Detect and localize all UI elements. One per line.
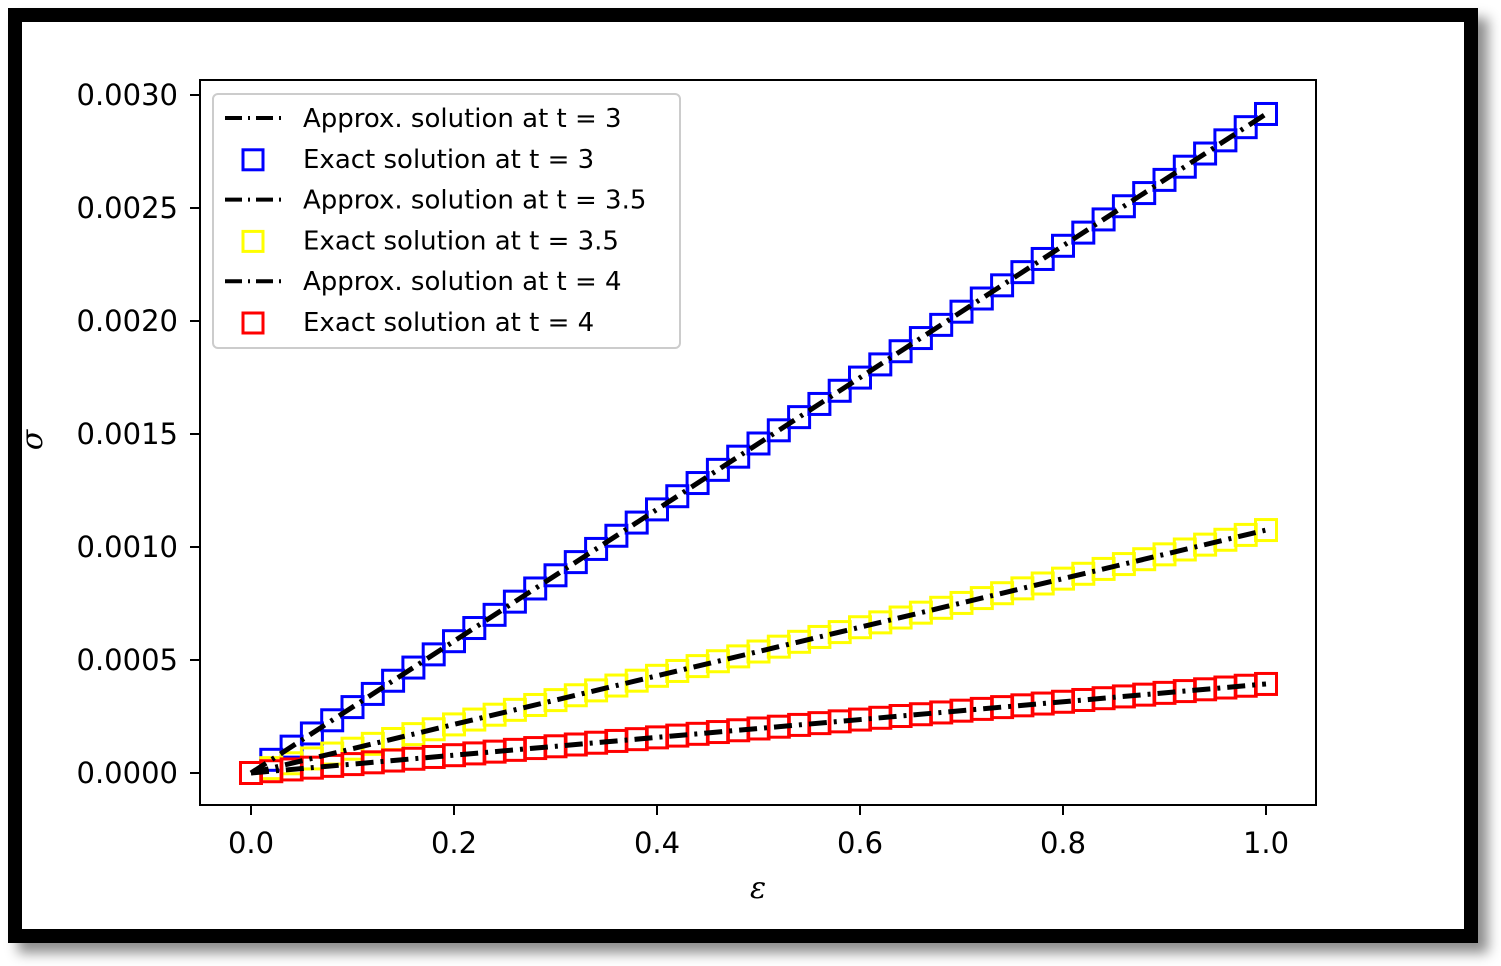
- marker-1: [523, 576, 548, 601]
- marker-5: [1254, 671, 1278, 696]
- legend-label: Approx. solution at t = 3: [303, 104, 622, 134]
- y-tick-label: 0.0000: [77, 756, 178, 790]
- marker-1: [807, 391, 832, 416]
- legend-label: Exact solution at t = 3: [303, 145, 594, 175]
- marker-1: [584, 536, 609, 561]
- marker-1: [908, 326, 933, 351]
- x-axis: 0.0 0.2 0.4 0.6 0.8 1.0: [228, 805, 1289, 860]
- plot-area: [199, 79, 1317, 806]
- legend-item: Approx. solution at t = 3.5: [225, 186, 646, 216]
- y-tick-label: 0.0020: [77, 304, 178, 338]
- marker-3: [1254, 518, 1278, 543]
- legend-item: Exact solution at t = 3.5: [241, 226, 619, 256]
- x-tick-label: 0.4: [634, 826, 680, 860]
- marker-1: [746, 431, 771, 456]
- x-tick-label: 0.6: [837, 826, 883, 860]
- marker-1: [949, 299, 974, 324]
- marker-1: [1010, 260, 1035, 285]
- marker-1: [421, 642, 446, 667]
- marker-1: [1051, 233, 1075, 258]
- marker-1: [888, 339, 913, 364]
- marker-1: [1193, 141, 1218, 166]
- marker-1: [726, 444, 751, 469]
- y-tick-label: 0.0015: [77, 417, 178, 451]
- legend: Approx. solution at t = 3 Exact solution …: [212, 93, 681, 349]
- x-tick-label: 0.2: [431, 826, 477, 860]
- marker-1: [787, 405, 812, 430]
- marker-1: [1132, 181, 1157, 206]
- marker-1: [1091, 207, 1116, 232]
- marker-1: [868, 352, 893, 377]
- marker-1: [827, 378, 852, 403]
- marker-1: [766, 418, 791, 443]
- marker-1: [969, 286, 994, 311]
- marker-1: [990, 273, 1015, 298]
- marker-1: [340, 695, 365, 720]
- marker-1: [929, 312, 954, 337]
- approx-lines: [249, 111, 1268, 776]
- marker-1: [705, 457, 730, 482]
- marker-1: [604, 523, 629, 548]
- y-tick-label: 0.0025: [77, 191, 178, 225]
- marker-1: [482, 602, 507, 627]
- legend-item: Approx. solution at t = 4: [225, 267, 622, 297]
- marker-1: [1233, 115, 1258, 140]
- marker-1: [685, 471, 710, 496]
- marker-1: [462, 616, 487, 641]
- legend-item: Exact solution at t = 4: [241, 308, 594, 338]
- marker-1: [299, 721, 324, 746]
- legend-label: Approx. solution at t = 4: [303, 267, 622, 297]
- legend-label: Exact solution at t = 3.5: [303, 226, 619, 256]
- x-tick-label: 0.0: [228, 826, 274, 860]
- marker-1: [442, 629, 466, 654]
- y-tick-label: 0.0030: [77, 78, 178, 112]
- marker-1: [502, 589, 527, 614]
- x-tick-label: 1.0: [1243, 826, 1289, 860]
- marker-1: [645, 497, 669, 522]
- legend-label: Exact solution at t = 4: [303, 308, 594, 338]
- approx-line-4: [250, 681, 1267, 776]
- x-tick-label: 0.8: [1040, 826, 1086, 860]
- y-tick-label: 0.0010: [77, 530, 178, 564]
- approx-line-2: [250, 527, 1267, 776]
- marker-1: [1030, 246, 1055, 271]
- approx-line-0: [249, 111, 1268, 776]
- x-axis-label: ε: [750, 871, 766, 906]
- marker-1: [320, 708, 345, 733]
- marker-1: [1254, 101, 1278, 126]
- legend-box: [212, 93, 681, 349]
- marker-1: [401, 655, 426, 680]
- legend-square-icon: [241, 229, 265, 253]
- marker-1: [360, 681, 385, 706]
- marker-1: [1071, 220, 1096, 245]
- legend-square-icon: [241, 148, 265, 172]
- marker-1: [1172, 154, 1197, 179]
- marker-1: [848, 365, 872, 390]
- marker-1: [1111, 194, 1136, 219]
- marker-1: [563, 550, 588, 575]
- marker-1: [624, 510, 649, 535]
- legend-item: Exact solution at t = 3: [241, 145, 594, 175]
- legend-item: Approx. solution at t = 3: [225, 104, 622, 134]
- y-tick-label: 0.0005: [77, 643, 178, 677]
- y-axis: 0.0000 0.0005 0.0010 0.0015 0.0020 0.0025 0.00…: [77, 78, 200, 790]
- marker-1: [543, 563, 568, 588]
- legend-label: Approx. solution at t = 3.5: [303, 186, 646, 216]
- marker-1: [1152, 167, 1177, 192]
- legend-square-icon: [241, 311, 265, 335]
- marker-1: [1213, 128, 1238, 153]
- marker-1: [665, 484, 690, 509]
- y-axis-label: σ: [15, 428, 50, 450]
- marker-1: [381, 668, 406, 693]
